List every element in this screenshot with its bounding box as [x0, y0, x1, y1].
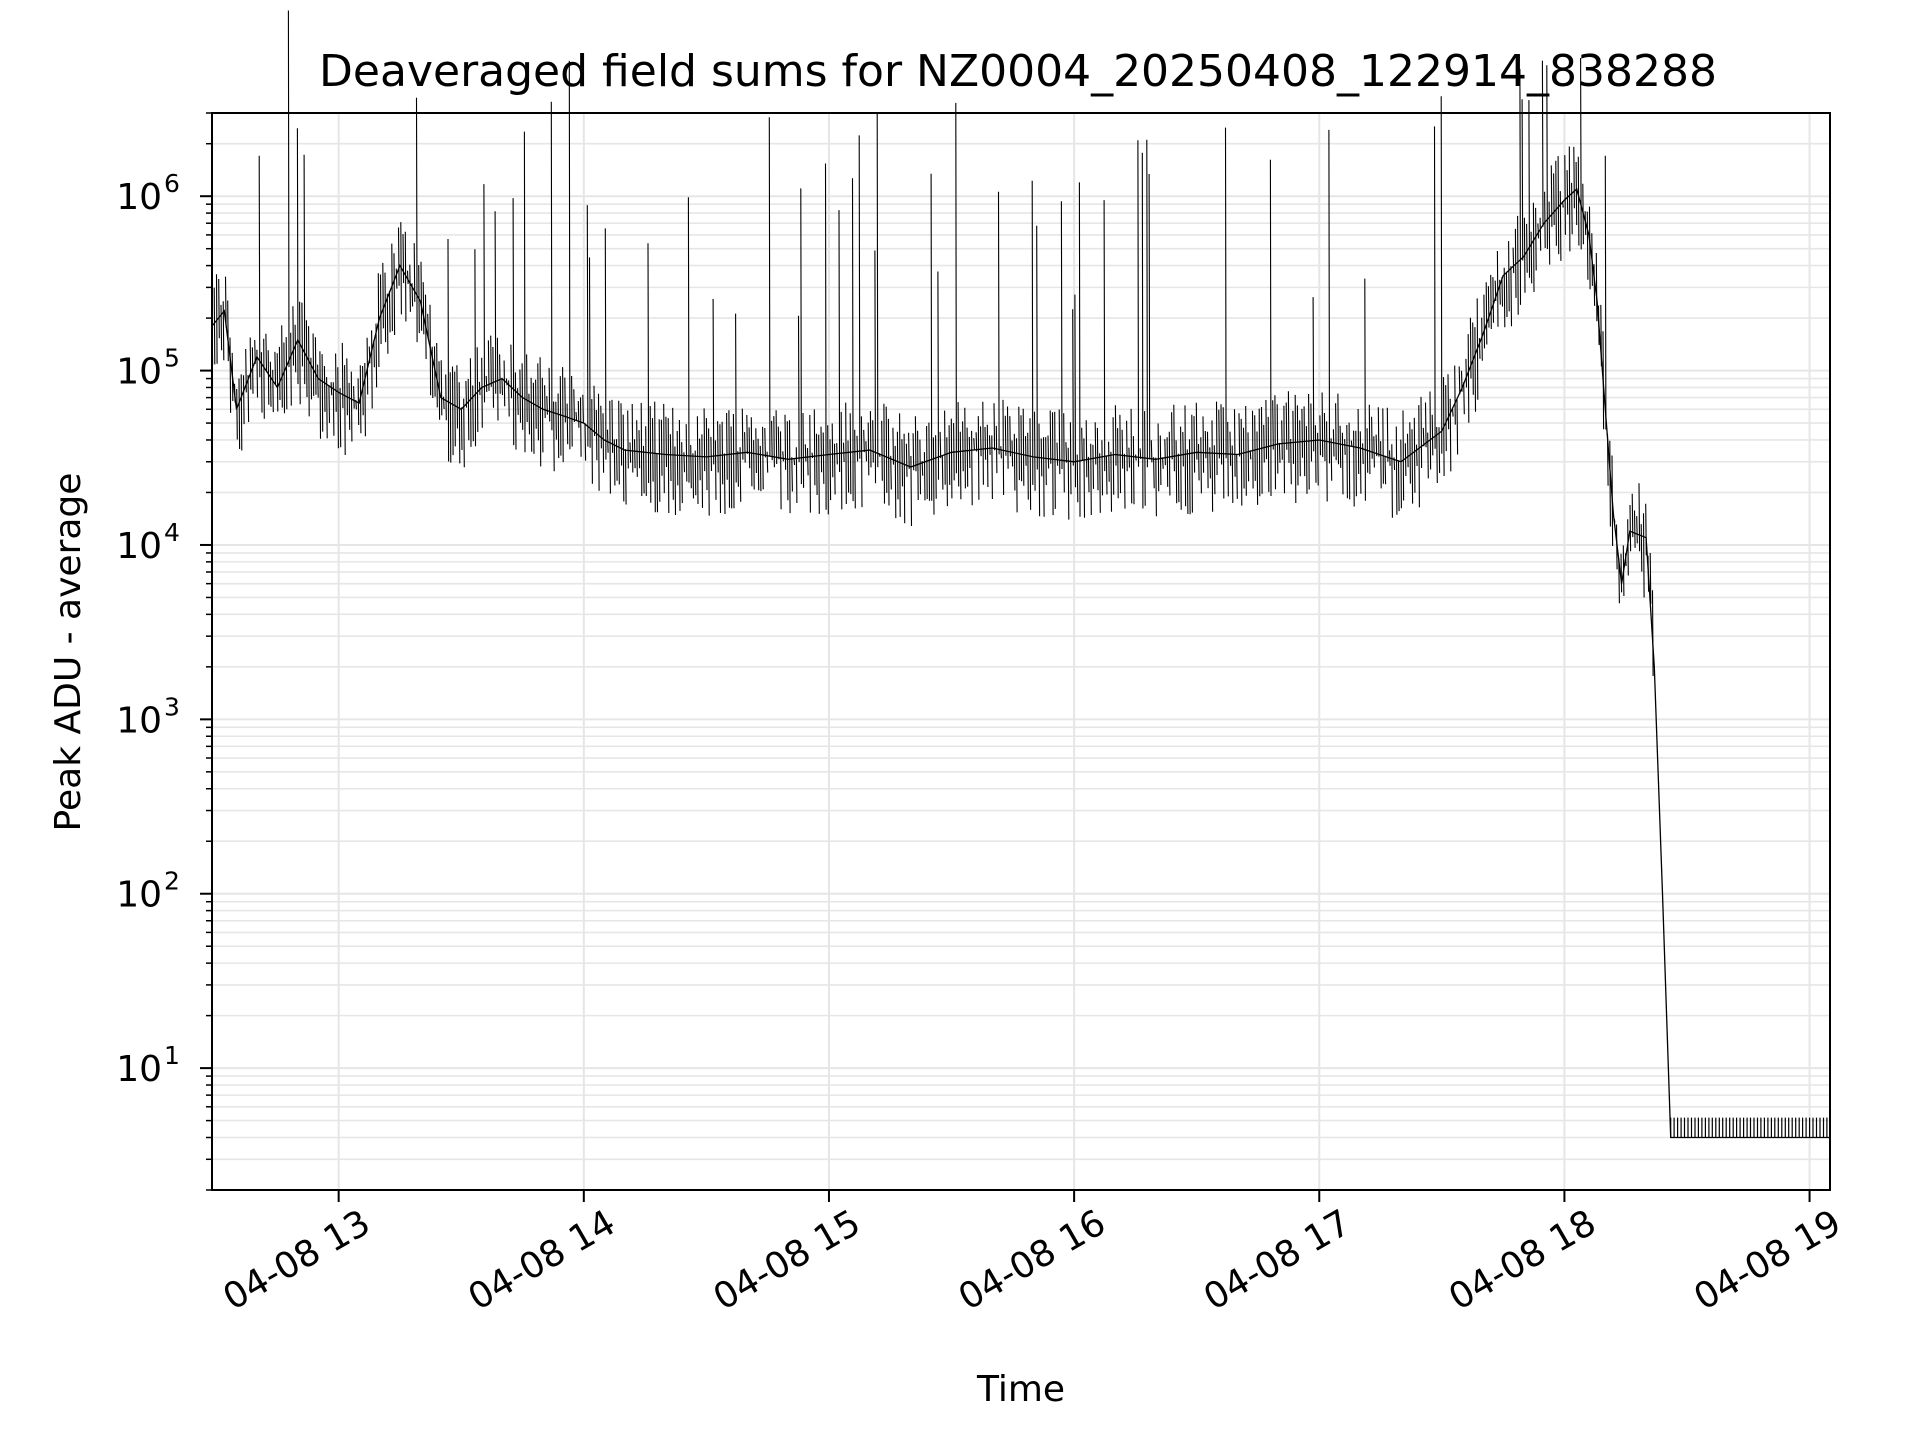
y-tick-exponent: 5	[164, 344, 180, 373]
y-tick-exponent: 1	[164, 1041, 180, 1070]
grid	[212, 112, 1830, 1191]
y-tick-label: 10 1	[116, 1041, 180, 1090]
y-tick-base: 10	[116, 700, 162, 741]
series-noise	[211, 10, 1654, 677]
plot-frame	[211, 112, 1831, 1191]
y-tick-label: 10 5	[116, 344, 180, 393]
y-tick-base: 10	[116, 352, 162, 393]
x-tick-label: 04-08 13	[216, 1202, 377, 1318]
y-tick-label: 10 4	[116, 518, 180, 567]
x-tick-label: 04-08 15	[707, 1202, 868, 1318]
series-line	[211, 187, 1830, 1139]
tail-markers	[1670, 1117, 1828, 1138]
y-tick-base: 10	[116, 526, 162, 567]
tail-marker-lines	[1670, 1117, 1828, 1138]
y-tick-base: 10	[116, 1049, 162, 1090]
y-axis-label: Peak ADU - average	[48, 473, 89, 832]
chart-title: Deaveraged field sums for NZ0004_2025040…	[319, 46, 1717, 97]
y-tick-base: 10	[116, 875, 162, 916]
x-axis: 04-08 13 04-08 14 04-08 15 04-08 16 04-08 17…	[216, 1190, 1848, 1319]
spike-traces	[211, 10, 1654, 677]
y-tick-label: 10 2	[116, 867, 180, 916]
y-tick-exponent: 4	[164, 518, 180, 547]
y-tick-exponent: 2	[164, 867, 180, 896]
y-tick-exponent: 6	[164, 169, 180, 198]
x-tick-label: 04-08 14	[462, 1202, 623, 1318]
x-tick-label: 04-08 19	[1687, 1202, 1848, 1318]
y-tick-label: 10 3	[116, 692, 180, 741]
y-tick-label: 10 6	[116, 169, 180, 218]
y-tick-exponent: 3	[164, 692, 180, 721]
y-tick-base: 10	[116, 177, 162, 218]
x-axis-label: Time	[976, 1369, 1065, 1410]
x-tick-label: 04-08 17	[1197, 1202, 1358, 1318]
x-tick-label: 04-08 18	[1442, 1202, 1603, 1318]
x-tick-label: 04-08 16	[952, 1202, 1113, 1318]
